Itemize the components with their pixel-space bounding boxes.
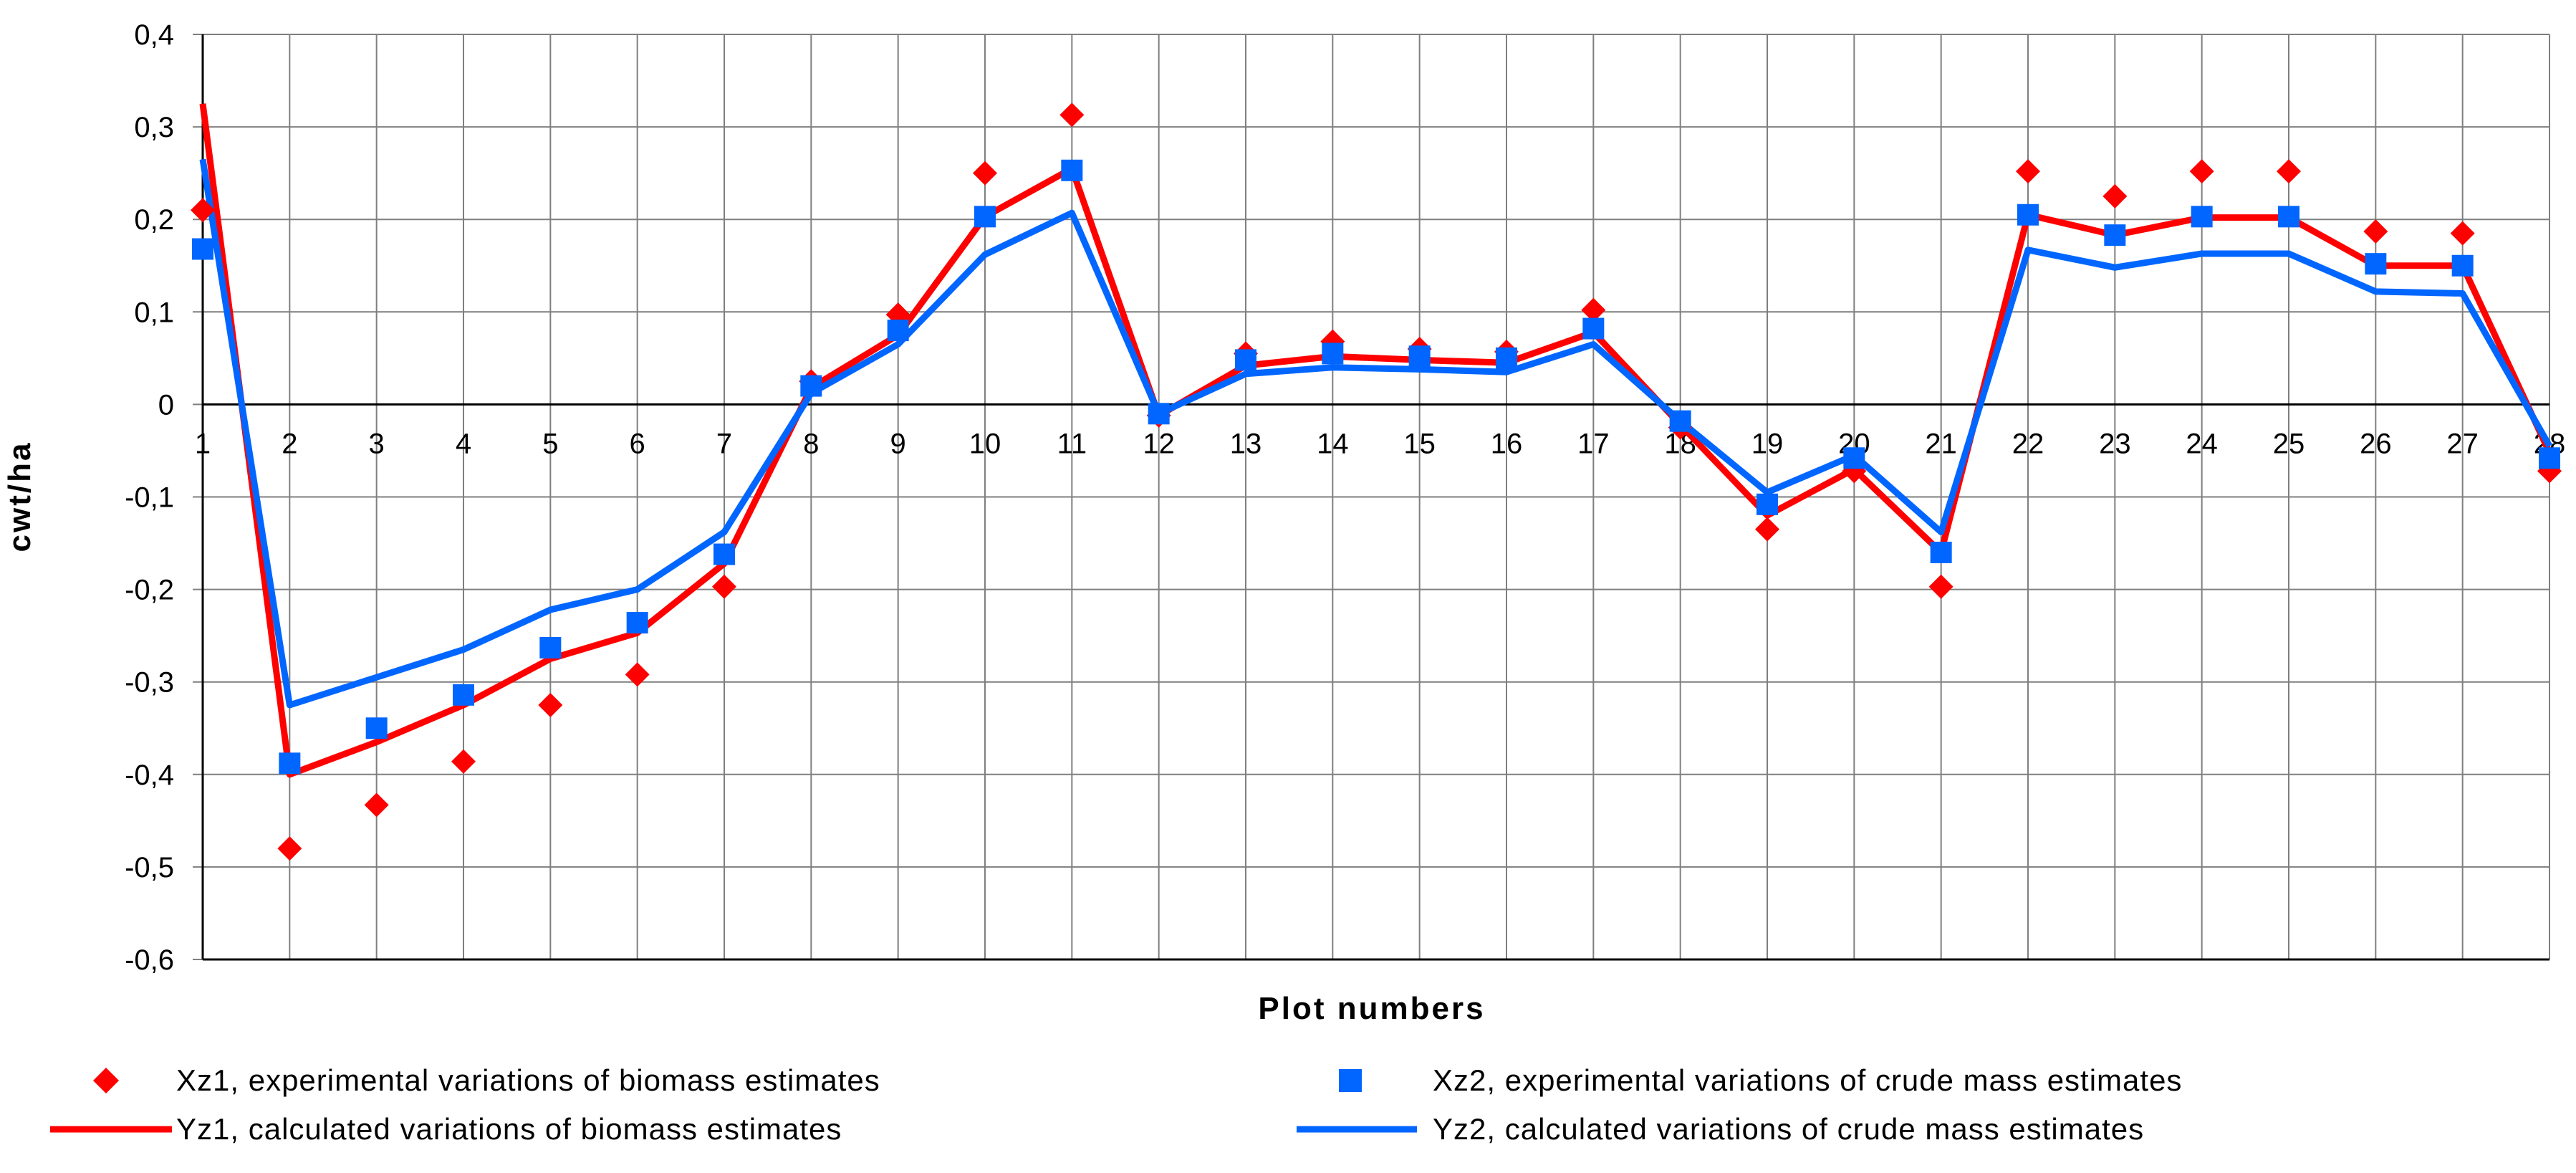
legend-label: Yz1, calculated variations of biomass es…	[176, 1112, 842, 1146]
data-point-square	[539, 636, 562, 659]
data-point-square	[1061, 159, 1083, 181]
data-point-square	[453, 684, 474, 706]
data-point-diamond	[277, 836, 302, 861]
data-point-square	[713, 543, 735, 565]
data-point-diamond	[2450, 221, 2475, 246]
data-point-square	[626, 612, 648, 634]
data-point-square	[2191, 206, 2213, 228]
y-tick-label: -0,4	[125, 760, 174, 791]
data-point-diamond	[1581, 297, 1606, 322]
data-point-square	[800, 375, 822, 397]
data-point-square	[1148, 403, 1170, 425]
data-point-square	[365, 717, 388, 739]
y-tick-label: 0,4	[134, 19, 174, 51]
data-point-diamond	[2102, 183, 2128, 209]
x-tick-label: 2	[282, 428, 297, 459]
data-point-square	[192, 238, 213, 260]
x-tick-label: 1	[195, 428, 211, 459]
x-tick-label: 19	[1751, 428, 1784, 459]
data-point-square	[2017, 204, 2039, 226]
y-tick-label: 0,3	[134, 112, 174, 143]
y-tick-label: 0,2	[134, 204, 174, 236]
data-point-square	[1235, 349, 1256, 371]
series-line	[199, 158, 2552, 709]
data-point-diamond	[1755, 517, 1779, 542]
y-tick-label: -0,3	[125, 667, 174, 699]
data-point-diamond	[625, 662, 650, 687]
x-tick-label: 23	[2099, 428, 2131, 459]
x-tick-label: 4	[456, 428, 471, 459]
x-tick-label: 24	[2186, 428, 2218, 459]
legend-square-swatch	[1339, 1069, 1362, 1092]
data-point-diamond	[2189, 159, 2214, 184]
y-tick-label: -0,5	[125, 852, 174, 884]
data-point-square	[2365, 253, 2387, 275]
x-tick-label: 8	[803, 428, 819, 459]
x-tick-label: 7	[716, 428, 732, 459]
legend-label: Yz2, calculated variations of crude mass…	[1433, 1112, 2144, 1146]
y-tick-label: 0	[158, 389, 174, 421]
data-point-diamond	[712, 574, 736, 599]
data-point-diamond	[191, 198, 215, 223]
y-tick-labels: -0,6 -0,5 -0,4 -0,3 -0,2 -0,1 0 0,1 0,2 0,3 0,4	[125, 19, 174, 976]
y-tick-label: 0,1	[134, 297, 174, 328]
legend: Xz1, experimental variations of biomass …	[50, 1063, 2182, 1146]
x-tick-label: 25	[2273, 428, 2305, 459]
data-point-square	[1322, 343, 1344, 365]
data-point-square	[2539, 447, 2560, 469]
data-point-square	[1669, 410, 1691, 432]
data-point-square	[1496, 347, 1517, 369]
x-tick-label: 11	[1057, 428, 1087, 459]
legend-diamond-swatch	[93, 1068, 119, 1093]
data-point-square	[2278, 206, 2299, 228]
data-point-diamond	[2277, 159, 2301, 184]
x-tick-label: 14	[1317, 428, 1349, 459]
data-point-diamond	[1059, 102, 1085, 128]
x-tick-label: 17	[1577, 428, 1610, 459]
data-point-square	[279, 752, 301, 775]
x-tick-label: 13	[1230, 428, 1262, 459]
data-point-square	[1582, 317, 1605, 340]
y-tick-label: -0,2	[125, 575, 174, 606]
x-tick-label: 21	[1925, 428, 1957, 459]
x-tick-labels: 1 2 3 4 5 6 7 8 9 10 11 12 13 14 15 16 17 18 19 20 21 22 23 24 2…	[195, 428, 2565, 459]
x-tick-label: 27	[2446, 428, 2479, 459]
data-point-square	[887, 320, 909, 342]
data-point-diamond	[364, 793, 389, 818]
x-tick-label: 10	[969, 428, 1001, 459]
legend-label: Xz2, experimental variations of crude ma…	[1433, 1063, 2182, 1097]
data-point-square	[1756, 493, 1778, 515]
axes	[201, 34, 2549, 961]
series-group	[191, 102, 2562, 861]
data-point-square	[974, 206, 996, 228]
data-point-square	[2451, 254, 2474, 277]
x-tick-label: 5	[542, 428, 558, 459]
data-point-diamond	[451, 749, 476, 774]
data-point-diamond	[973, 161, 997, 186]
y-tick-label: -0,6	[125, 944, 174, 976]
legend-label: Xz1, experimental variations of biomass …	[176, 1063, 880, 1097]
x-tick-label: 12	[1143, 428, 1175, 459]
x-tick-label: 16	[1491, 428, 1523, 459]
x-tick-label: 22	[2012, 428, 2044, 459]
x-tick-label: 6	[630, 428, 645, 459]
x-tick-label: 9	[890, 428, 906, 459]
data-point-square	[1843, 447, 1865, 469]
data-point-square	[1930, 541, 1952, 563]
x-tick-label: 26	[2360, 428, 2392, 459]
data-point-square	[1408, 345, 1431, 368]
x-axis-title: Plot numbers	[1258, 991, 1485, 1026]
data-point-diamond	[538, 692, 563, 717]
x-tick-label: 3	[369, 428, 385, 459]
data-point-square	[2104, 224, 2126, 246]
y-tick-label: -0,1	[125, 482, 174, 514]
data-point-diamond	[1928, 574, 1953, 599]
y-axis-title: cwt/ha	[2, 441, 37, 552]
data-point-diamond	[2363, 219, 2388, 244]
data-point-diamond	[2016, 159, 2040, 184]
x-tick-label: 15	[1403, 428, 1436, 459]
series-line	[199, 103, 2553, 778]
